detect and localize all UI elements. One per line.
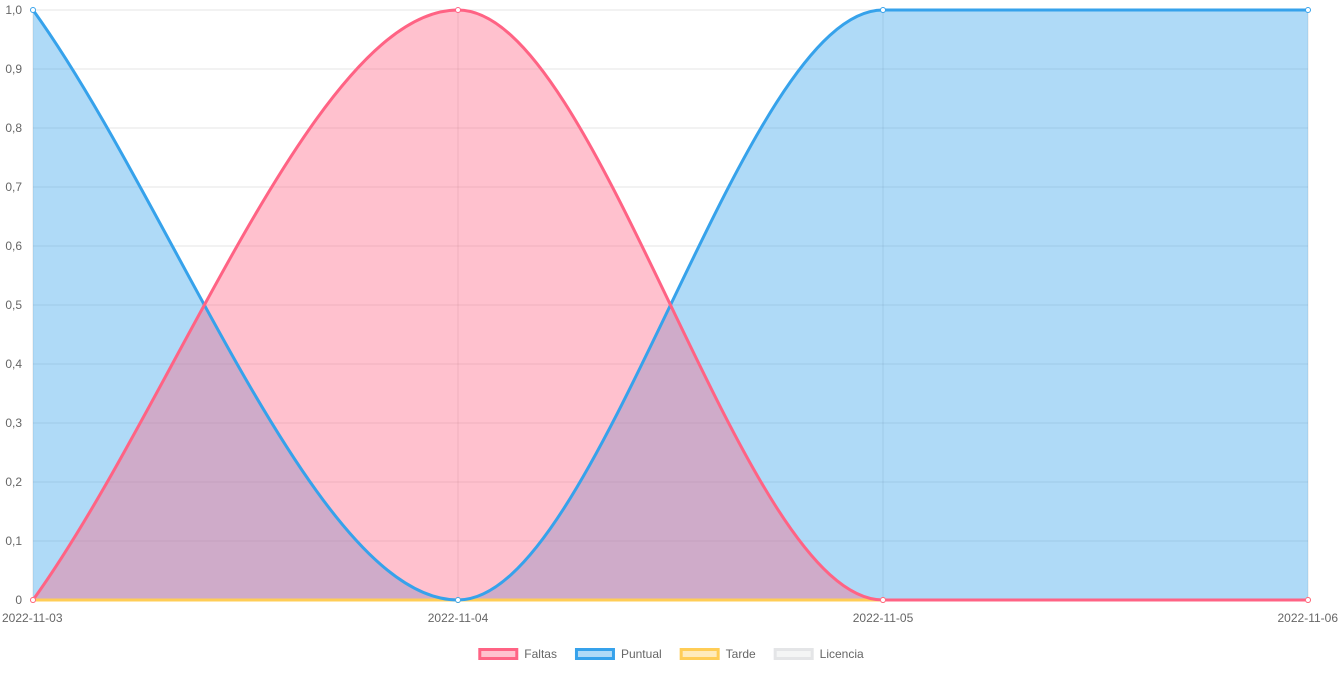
- legend-item-licencia[interactable]: Licencia: [773, 647, 864, 661]
- legend-label: Faltas: [524, 647, 557, 661]
- legend: Faltas Puntual Tarde Licencia: [478, 647, 864, 661]
- data-point-faltas[interactable]: [455, 7, 461, 13]
- legend-swatch: [679, 648, 720, 660]
- x-tick-label: 2022-11-05: [853, 611, 914, 625]
- y-tick-label: 0,1: [5, 534, 22, 548]
- series-points: [30, 7, 1311, 603]
- axis-labels: 0 0,1 0,2 0,3 0,4 0,5 0,6 0,7 0,8 0,9 1,0 2022-11-0…: [2, 3, 1338, 625]
- y-tick-label: 0,5: [5, 298, 22, 312]
- data-point-faltas[interactable]: [1305, 597, 1311, 603]
- data-point-faltas[interactable]: [30, 597, 36, 603]
- y-tick-label: 0,8: [5, 121, 22, 135]
- legend-label: Tarde: [726, 647, 756, 661]
- legend-item-faltas[interactable]: Faltas: [478, 647, 557, 661]
- y-tick-label: 0,3: [5, 416, 22, 430]
- data-point-puntual[interactable]: [1305, 7, 1311, 13]
- series-line-puntual: [31, 8, 1308, 602]
- data-point-faltas[interactable]: [880, 597, 886, 603]
- legend-label: Puntual: [621, 647, 662, 661]
- y-tick-label: 0,2: [5, 475, 22, 489]
- legend-swatch: [574, 648, 615, 660]
- y-tick-label: 0,7: [5, 180, 22, 194]
- legend-swatch: [773, 648, 814, 660]
- y-tick-label: 0,6: [5, 239, 22, 253]
- x-tick-label: 2022-11-06: [1278, 611, 1339, 625]
- series-lines: [31, 8, 1308, 602]
- legend-swatch: [478, 648, 519, 660]
- legend-item-puntual[interactable]: Puntual: [574, 647, 662, 661]
- data-point-puntual[interactable]: [30, 7, 36, 13]
- y-tick-label: 1,0: [5, 3, 22, 17]
- y-tick-label: 0,4: [5, 357, 22, 371]
- series-line-faltas: [31, 8, 1308, 602]
- data-point-puntual[interactable]: [880, 7, 886, 13]
- data-point-puntual[interactable]: [455, 597, 461, 603]
- y-tick-label: 0,9: [5, 62, 22, 76]
- legend-label: Licencia: [820, 647, 864, 661]
- x-tick-label: 2022-11-03: [2, 611, 63, 625]
- x-tick-label: 2022-11-04: [428, 611, 489, 625]
- y-tick-label: 0: [15, 593, 22, 607]
- legend-item-tarde[interactable]: Tarde: [679, 647, 756, 661]
